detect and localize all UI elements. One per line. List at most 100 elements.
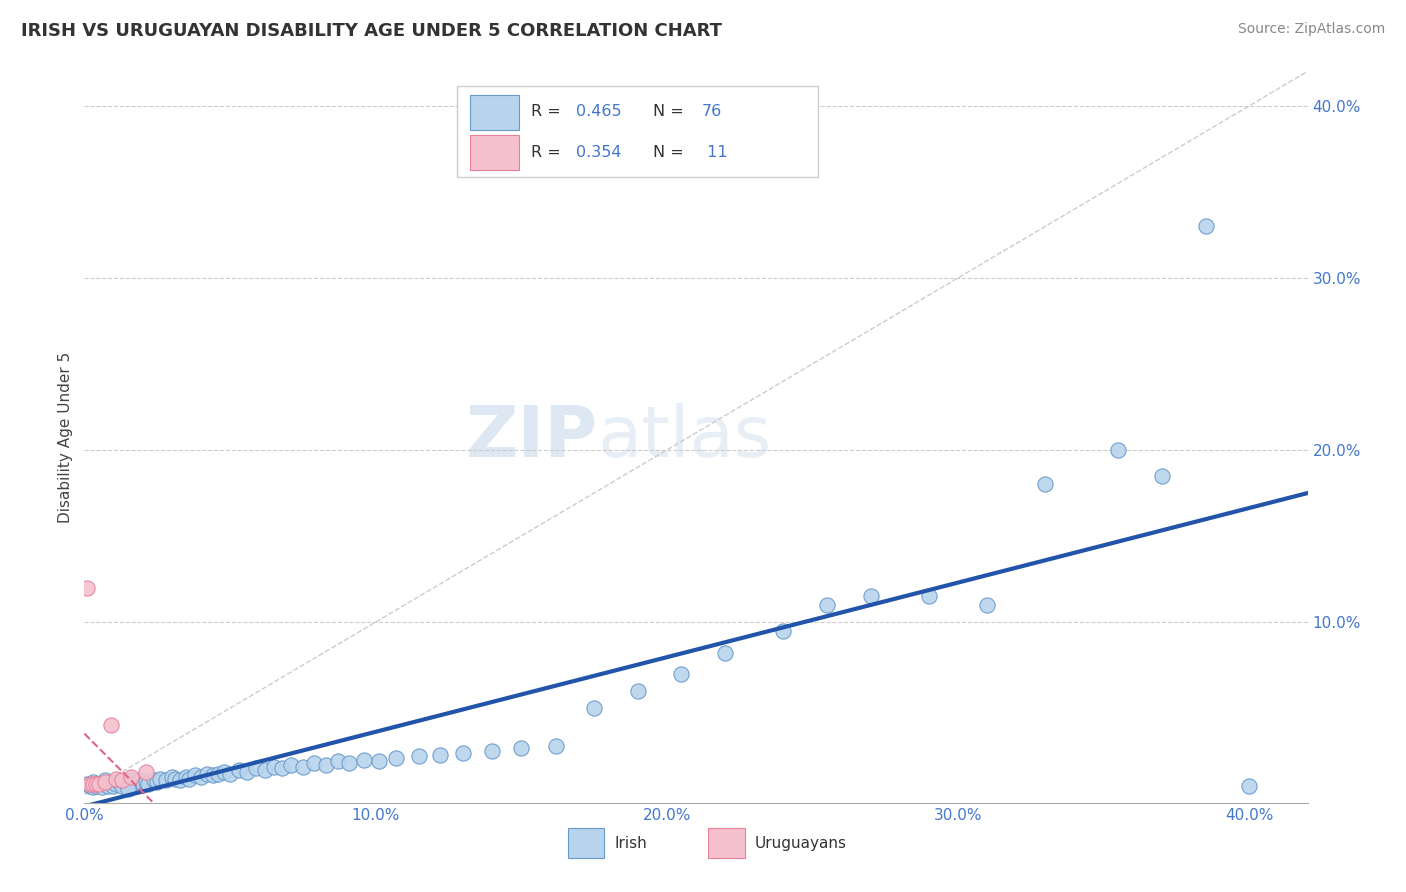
Point (326, 755, 349, 769)
Point (271, 761, 294, 775)
Point (84, 777, 107, 791)
Point (169, 773, 191, 788)
Point (90, 780, 112, 795)
Point (108, 775, 131, 789)
Point (160, 770, 183, 784)
Point (263, 759, 285, 773)
Point (122, 777, 145, 791)
Point (510, 740, 533, 755)
Point (1239, 779, 1261, 793)
Text: R =: R = (531, 104, 565, 120)
Point (79, 779, 101, 793)
Point (163, 772, 186, 786)
Point (87, 777, 110, 791)
Point (353, 753, 375, 767)
Point (184, 768, 207, 782)
Point (429, 747, 451, 762)
Point (280, 758, 302, 772)
Text: N =: N = (654, 145, 689, 160)
Point (93, 775, 115, 789)
Point (190, 770, 212, 784)
Point (315, 758, 337, 772)
Point (304, 756, 326, 771)
Point (135, 775, 157, 789)
Point (128, 773, 150, 788)
Point (481, 744, 503, 758)
Point (408, 749, 430, 764)
FancyBboxPatch shape (709, 829, 745, 858)
FancyBboxPatch shape (470, 95, 519, 130)
Text: 0.354: 0.354 (576, 145, 621, 160)
Point (105, 777, 128, 791)
Text: Irish: Irish (614, 836, 647, 851)
Point (671, 666, 693, 681)
Point (201, 768, 224, 782)
Point (367, 755, 389, 769)
Point (82, 777, 104, 791)
Point (143, 773, 166, 788)
Point (174, 770, 197, 784)
Text: IRISH VS URUGUAYAN DISABILITY AGE UNDER 5 CORRELATION CHART: IRISH VS URUGUAYAN DISABILITY AGE UNDER … (21, 22, 723, 40)
Point (1107, 442, 1129, 457)
Point (146, 775, 169, 789)
Text: N =: N = (654, 104, 689, 120)
Point (1035, 477, 1057, 491)
Point (918, 589, 941, 603)
Point (772, 624, 794, 638)
Point (385, 751, 408, 765)
Point (117, 782, 139, 797)
Point (103, 779, 125, 793)
FancyBboxPatch shape (470, 135, 519, 170)
Point (291, 759, 314, 773)
Point (339, 756, 361, 771)
Point (253, 763, 276, 777)
Text: ZIP: ZIP (465, 402, 598, 472)
Point (105, 772, 128, 786)
Point (100, 775, 122, 789)
Y-axis label: Disability Age Under 5: Disability Age Under 5 (58, 351, 73, 523)
Point (131, 777, 153, 791)
Text: atlas: atlas (598, 402, 772, 472)
Point (120, 773, 142, 788)
Point (155, 773, 177, 788)
Point (583, 701, 606, 715)
Point (135, 764, 157, 779)
Point (207, 766, 229, 780)
Point (1150, 468, 1173, 483)
Point (76, 777, 98, 791)
Point (546, 739, 568, 753)
Point (627, 684, 650, 698)
Text: R =: R = (531, 145, 565, 160)
Point (93, 773, 115, 788)
Point (97, 779, 120, 793)
Point (219, 766, 242, 780)
Point (179, 772, 201, 786)
Point (87, 777, 110, 791)
Point (93, 777, 115, 791)
Text: 11: 11 (702, 145, 728, 160)
Point (451, 746, 474, 760)
Text: Uruguayans: Uruguayans (755, 836, 846, 851)
Text: 76: 76 (702, 104, 723, 120)
Point (1195, 219, 1218, 234)
Point (125, 775, 148, 789)
Point (114, 775, 136, 789)
Point (117, 777, 139, 791)
Point (138, 777, 160, 791)
Point (82, 780, 104, 795)
Point (859, 589, 882, 603)
Point (212, 764, 235, 779)
Point (976, 598, 998, 612)
Point (236, 764, 259, 779)
Point (82, 775, 104, 789)
Point (714, 646, 737, 660)
Point (815, 598, 838, 612)
FancyBboxPatch shape (568, 829, 605, 858)
Point (111, 779, 134, 793)
Point (228, 763, 250, 777)
Point (195, 766, 218, 780)
Point (76, 581, 98, 595)
Point (120, 770, 142, 784)
Point (149, 772, 172, 786)
Point (111, 773, 134, 788)
